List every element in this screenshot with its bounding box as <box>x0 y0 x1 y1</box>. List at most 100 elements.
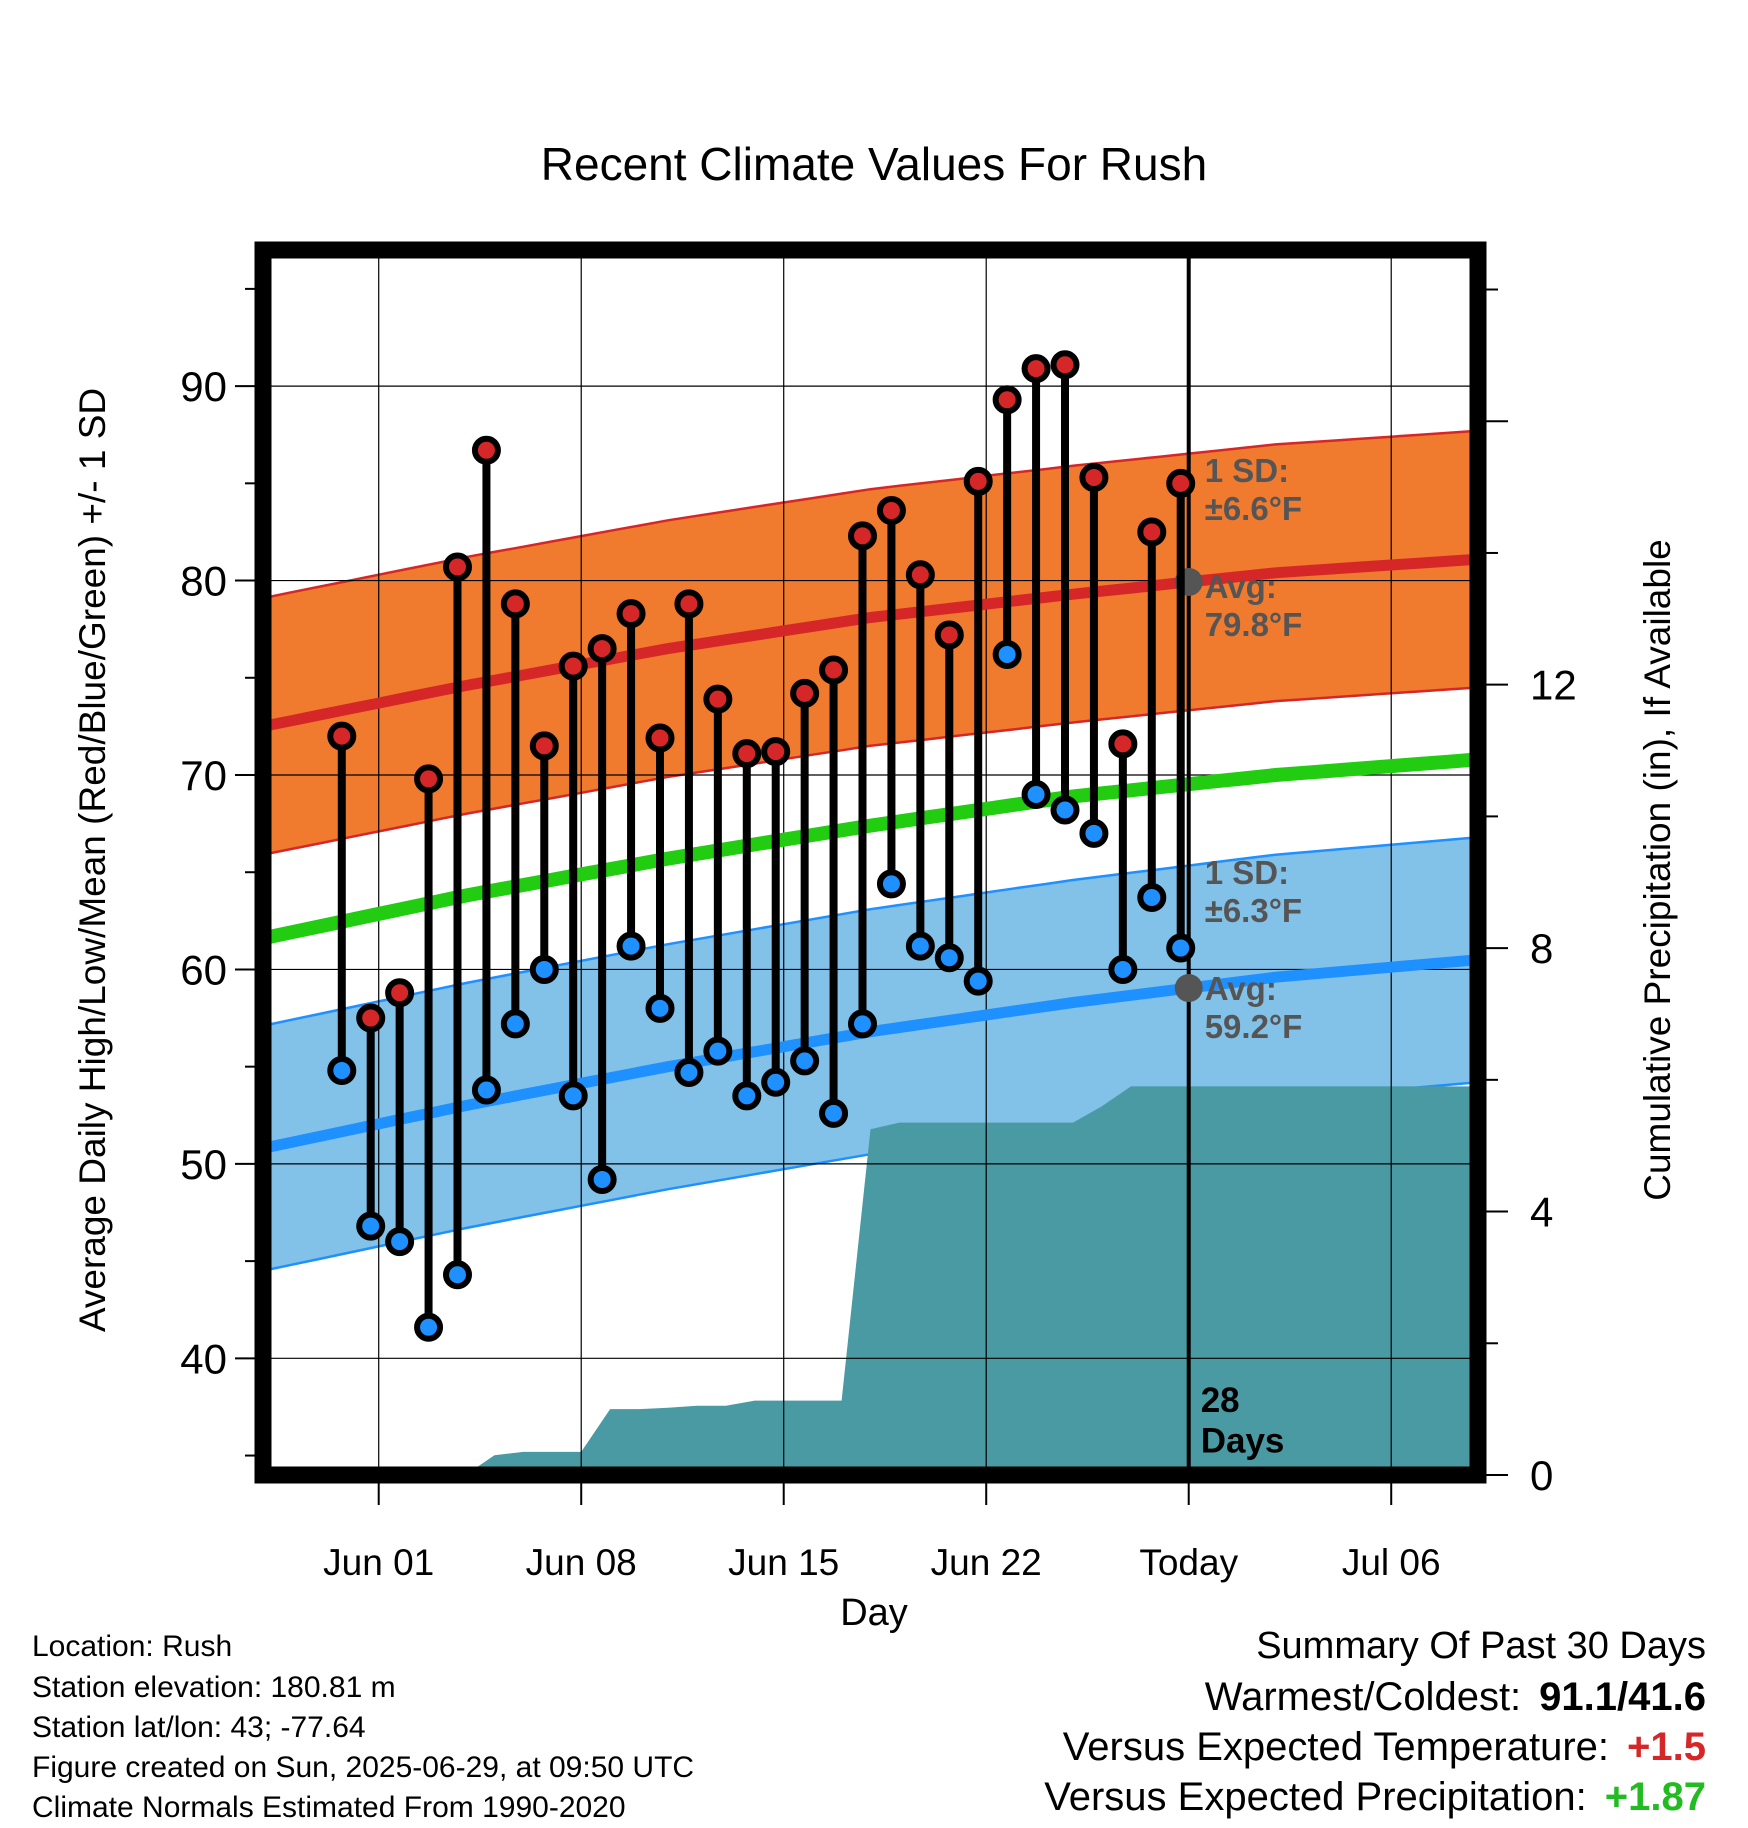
low-sd-annotation: 1 SD: ±6.3°F <box>1205 854 1302 929</box>
summary-title: Summary Of Past 30 Days <box>1256 1625 1706 1667</box>
observed-low-point <box>1050 795 1080 825</box>
x-tick-label: Today <box>1139 1542 1238 1583</box>
observed-low-point <box>616 931 646 961</box>
plot-frame <box>254 241 1487 1484</box>
y-tick-label: 40 <box>180 1335 227 1382</box>
normal-high-line <box>263 553 1478 732</box>
observed-high-point <box>963 466 993 496</box>
observed-low-point <box>327 1056 357 1086</box>
observed-low-point <box>992 639 1022 669</box>
observed-low-point <box>1137 883 1167 912</box>
cumulative-precipitation-area <box>263 1086 1478 1475</box>
observed-high-point <box>500 589 530 619</box>
observed-high-point <box>876 496 906 526</box>
observed-high-point <box>934 620 964 650</box>
observed-high-point <box>414 764 444 794</box>
footer-latlon: Station lat/lon: 43; -77.64 <box>32 1711 366 1744</box>
observed-low-point <box>471 1075 501 1105</box>
observed-low-point <box>1079 818 1109 848</box>
x-tick-label: Jun 15 <box>728 1542 839 1583</box>
x-tick-label: Jun 22 <box>931 1542 1042 1583</box>
high-avg-annotation: Avg: 79.8°F <box>1205 568 1303 643</box>
y2-axis-label: Cumulative Precipitation (in), If Availa… <box>1637 539 1678 1201</box>
y-tick-label: 50 <box>180 1141 227 1188</box>
observed-high-point <box>443 552 472 582</box>
precipitation-value: +1.87 <box>1604 1775 1706 1819</box>
observed-high-point <box>1021 354 1051 384</box>
observed-low-point <box>934 943 964 973</box>
summary-temperature: Versus Expected Temperature: +1.5 <box>1063 1725 1706 1770</box>
observed-low-point <box>356 1211 386 1241</box>
observed-low-point <box>876 869 906 899</box>
observed-high-point <box>1137 517 1167 547</box>
today-low-avg-marker <box>1174 974 1203 1003</box>
normal-low-upper-edge <box>263 835 1478 1028</box>
summary-warmest-coldest: Warmest/Coldest: 91.1/41.6 <box>1205 1675 1706 1720</box>
y-tick-label: 80 <box>180 558 227 605</box>
y-axis-label: Average Daily High/Low/Mean (Red/Blue/Gr… <box>72 388 113 1332</box>
observed-high-point <box>790 678 820 708</box>
observed-low-point <box>558 1081 588 1111</box>
observed-low-point <box>732 1081 762 1111</box>
y-tick-label: 90 <box>180 363 227 410</box>
x-tick-label: Jun 08 <box>526 1542 637 1583</box>
low-avg-annotation: Avg: 59.2°F <box>1205 970 1303 1045</box>
observed-high-point <box>1108 729 1138 759</box>
x-axis-label: Day <box>840 1592 908 1634</box>
footer-normals: Climate Normals Estimated From 1990-2020 <box>32 1791 626 1824</box>
observed-high-point <box>645 723 675 753</box>
observed-high-point <box>1166 468 1196 498</box>
observed-low-point <box>529 954 559 984</box>
footer-elevation: Station elevation: 180.81 m <box>32 1671 396 1704</box>
observed-high-point <box>385 978 415 1008</box>
observed-high-point <box>327 721 357 751</box>
observed-low-point <box>443 1260 472 1290</box>
plot-content <box>263 250 1478 1475</box>
observed-low-point <box>703 1036 733 1066</box>
y2-tick-label: 8 <box>1530 925 1553 972</box>
observed-low-point <box>963 966 993 996</box>
y2-tick-label: 0 <box>1530 1452 1553 1499</box>
observed-high-point <box>529 731 559 761</box>
y2-tick-label: 12 <box>1530 662 1577 709</box>
high-sd-annotation: 1 SD: ±6.6°F <box>1205 452 1302 527</box>
observed-low-point <box>674 1058 704 1087</box>
observed-low-point <box>587 1164 617 1194</box>
observed-high-point <box>558 651 588 681</box>
observed-high-point <box>356 1003 386 1033</box>
normal-mean-line <box>263 752 1478 946</box>
observed-high-point <box>674 589 704 619</box>
observed-low-point <box>645 993 675 1023</box>
observed-high-point <box>1050 350 1080 380</box>
observed-low-point <box>819 1098 849 1128</box>
temperature-label: Versus Expected Temperature: <box>1062 1725 1610 1769</box>
warmest-coldest-value: 91.1/41.6 <box>1539 1675 1706 1719</box>
days-annotation: 28 Days <box>1201 1381 1285 1460</box>
observed-low-point <box>905 931 935 961</box>
precipitation-label: Versus Expected Precipitation: <box>1044 1775 1587 1819</box>
observed-high-point <box>761 737 791 767</box>
observed-low-point <box>385 1227 415 1257</box>
chart-title: Recent Climate Values For Rush <box>541 138 1207 190</box>
temperature-value: +1.5 <box>1627 1725 1706 1769</box>
observed-high-point <box>905 560 935 590</box>
x-tick-label: Jul 06 <box>1342 1542 1441 1583</box>
observed-high-point <box>703 684 733 714</box>
footer-location: Location: Rush <box>32 1630 233 1663</box>
y-tick-label: 60 <box>180 946 227 993</box>
observed-low-point <box>761 1067 791 1097</box>
observed-low-point <box>414 1312 444 1342</box>
warmest-coldest-label: Warmest/Coldest: <box>1204 1675 1522 1719</box>
observed-low-point <box>500 1009 530 1039</box>
observed-high-point <box>616 599 646 629</box>
observed-low-point <box>1166 933 1196 963</box>
normal-high-sd-band <box>263 430 1478 855</box>
observed-low-point <box>1021 779 1051 809</box>
observed-low-point <box>848 1009 877 1039</box>
observed-high-point <box>732 739 762 769</box>
y-tick-label: 70 <box>180 752 227 799</box>
x-tick-label: Jun 01 <box>323 1542 434 1583</box>
footer-created: Figure created on Sun, 2025-06-29, at 09… <box>32 1751 695 1784</box>
observed-low-point <box>1108 954 1138 984</box>
